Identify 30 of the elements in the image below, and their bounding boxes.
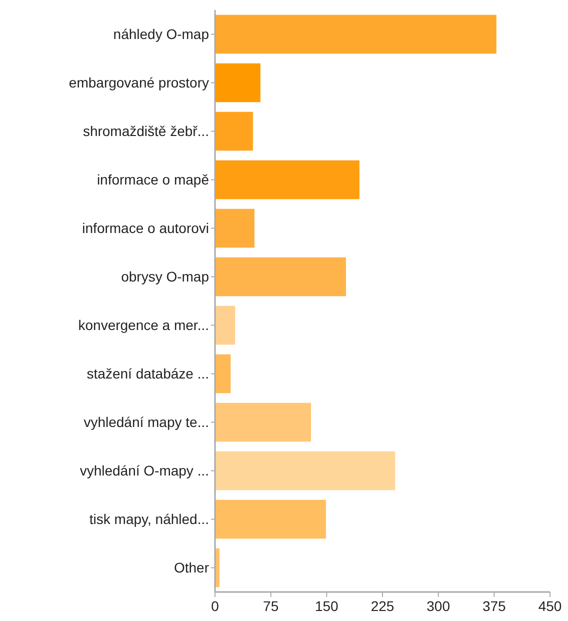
bar [215, 500, 326, 539]
y-tick-label: obrysy O-map [121, 268, 210, 285]
y-tick-label: Other [174, 560, 210, 576]
bar [215, 160, 360, 200]
bar [215, 306, 236, 345]
y-tick-label: vyhledání O-mapy ... [80, 462, 209, 479]
y-tick-label: shromaždiště žebř... [82, 123, 209, 140]
bar [215, 208, 254, 248]
bar [215, 14, 496, 54]
x-tick-label: 450 [538, 598, 562, 614]
bar [215, 112, 253, 151]
y-tick-label: informace o mapě [96, 172, 210, 188]
x-tick-label: 300 [426, 598, 450, 614]
y-tick-label: embargované prostory [68, 74, 209, 91]
x-tick-label: 225 [370, 598, 394, 614]
y-tick-label: konvergence a mer... [78, 317, 209, 334]
bar [215, 63, 260, 102]
bar [215, 451, 396, 490]
x-tick-label: 150 [314, 598, 339, 614]
bar [215, 402, 312, 442]
x-tick-label: 75 [263, 598, 279, 614]
x-tick-label: 375 [482, 598, 506, 614]
x-tick-label: 0 [211, 598, 220, 614]
y-tick-label: informace o autorovi [82, 220, 209, 236]
bar [215, 257, 346, 296]
y-tick-label: náhledy O-map [113, 26, 210, 42]
y-tick-label: tisk mapy, náhled... [89, 511, 209, 528]
y-tick-label: vyhledání mapy te... [84, 414, 209, 430]
bar [215, 354, 231, 394]
y-tick-label: stažení databáze ... [86, 366, 209, 382]
